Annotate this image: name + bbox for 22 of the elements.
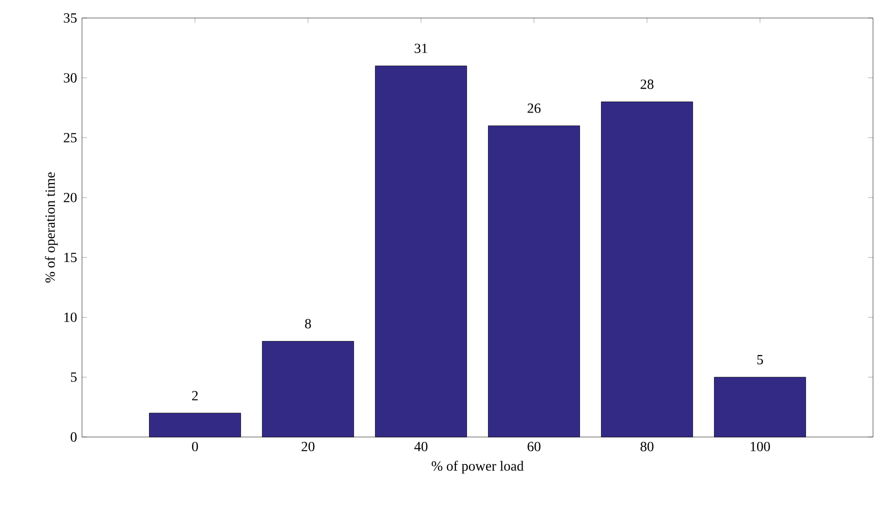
- x-tick-label: 20: [302, 442, 314, 452]
- data-label: 8: [305, 318, 311, 328]
- data-label: 2: [192, 391, 198, 400]
- y-tick-label: 10: [64, 312, 77, 322]
- data-label: 28: [640, 80, 654, 89]
- x-tick-label: 80: [640, 442, 654, 452]
- data-label: 5: [757, 355, 763, 364]
- y-tick-label: 0: [70, 432, 77, 442]
- x-tick-label: 0: [192, 442, 198, 452]
- y-tick-label: 5: [70, 372, 77, 382]
- x-axis-title: % of power load: [432, 460, 524, 474]
- data-label: 26: [528, 104, 541, 113]
- y-tick-label: 25: [64, 133, 77, 142]
- y-axis-title: % of operation time: [44, 172, 58, 283]
- x-tick-label: 60: [528, 442, 540, 452]
- y-tick-label: 20: [64, 192, 77, 202]
- x-tick-label: 40: [414, 442, 428, 452]
- data-label: 31: [414, 44, 428, 54]
- y-tick-label: 35: [64, 13, 77, 23]
- y-tick-label: 15: [64, 252, 77, 262]
- y-tick-label: 30: [64, 73, 77, 83]
- x-tick-label: 100: [750, 442, 770, 452]
